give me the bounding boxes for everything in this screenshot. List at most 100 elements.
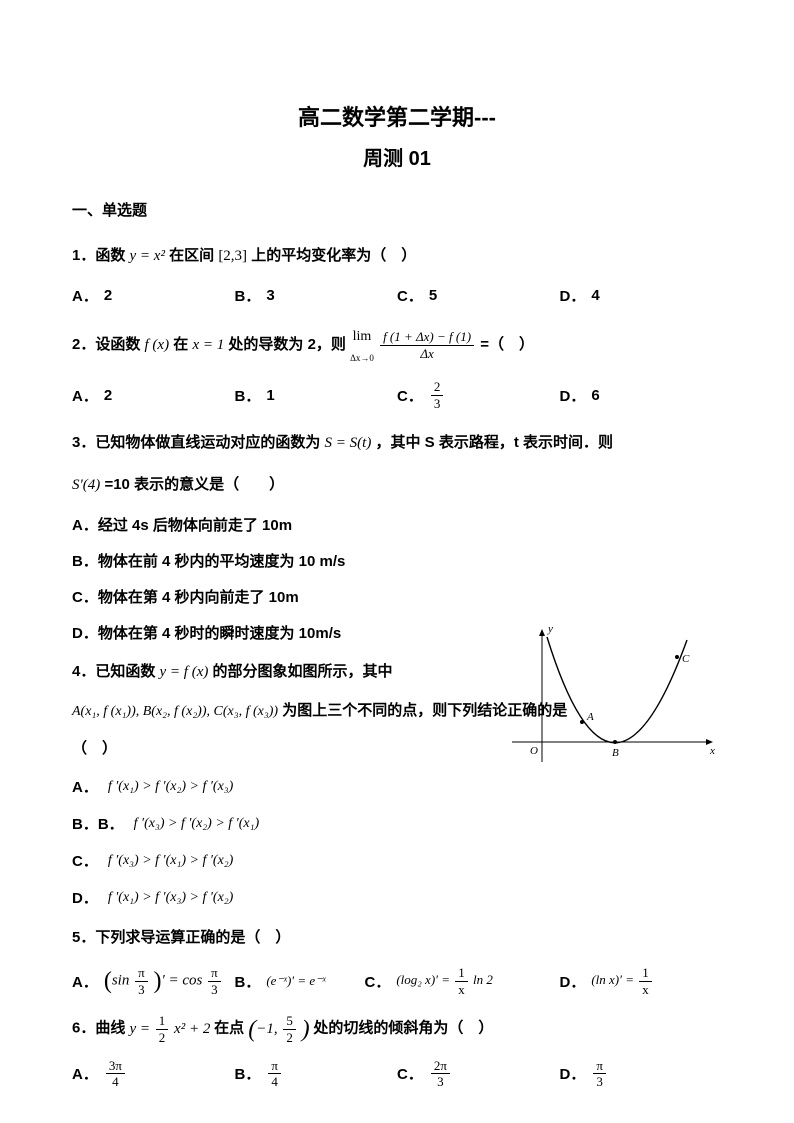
q4-graph: y x O A B C [502,622,722,772]
q4-a-expr: f ′(x₁) > f ′(x₂) > f ′(x₃) [108,779,233,795]
q5-c-expr: (log₂ x)′ = 1x ln 2 [396,966,493,996]
q1-opt-a: A．2 [72,285,235,306]
q1-opt-d: D．4 [560,285,723,306]
q5-a-sin: sin [112,973,130,989]
q6-y: y = [130,1021,151,1037]
q2-opt-d-val: 6 [591,387,599,404]
q2-opt-a: A．2 [72,380,235,410]
q6-ptx: −1, [256,1021,277,1037]
q5-a-lab: A． [72,971,98,992]
q6-xx: x² + 2 [174,1021,210,1037]
q4-opt-d: D． f ′(x₁) > f ′(x₃) > f ′(x₂) [72,887,722,908]
question-3: 3．已知物体做直线运动对应的函数为 S = S(t) ，其中 S 表示路程，t … [72,429,722,458]
q3-opt-c: C．物体在第 4 秒内向前走了 10m [72,586,722,610]
q4-l1-pre: 4．已知函数 [72,663,155,680]
q5-d-den: x [639,982,652,997]
q2-pre: 2．设函数 [72,336,140,353]
q1-opt-b: B．3 [235,285,398,306]
q1-math2: [2,3] [218,248,247,264]
q6-b-d: 4 [268,1074,281,1089]
q6-ptd: 2 [283,1030,296,1045]
q6-a-d: 4 [106,1074,125,1089]
q2-lim: lim Δx→0 [350,324,374,367]
q5-c-num: 1 [455,966,468,982]
q5-opt-a: A． (sin π3 )′ = cos π3 [72,966,235,996]
q3-opt-b: B．物体在前 4 秒内的平均速度为 10 m/s [72,550,722,574]
q5-c-lab: C． [365,971,391,992]
question-3-line2: S′(4) =10 表示的意义是（ ） [72,471,722,500]
q4-b-lab: B．B． [72,813,124,834]
q2-frac: f (1 + Δx) − f (1) Δx [380,330,474,360]
point-b [613,740,617,744]
q6-opt-b: B． π4 [235,1059,398,1089]
q1-opt-c: C．5 [397,285,560,306]
question-1: 1．函数 y = x² 在区间 [2,3] 上的平均变化率为（ ） [72,242,722,271]
label-b: B [612,747,619,759]
q2-opt-c: C． 2 3 [397,380,560,410]
page-title-1: 高二数学第二学期--- [72,100,722,132]
q6-eq: y = 12 x² + 2 [130,1021,215,1037]
q1-post: 上的平均变化率为（ ） [251,247,416,264]
q2-opt-b: B．1 [235,380,398,410]
q2-opt-d: D．6 [560,380,723,410]
q1-mid: 在区间 [169,247,214,264]
q6-pre: 6．曲线 [72,1020,125,1037]
q5-d-expr: (ln x)′ = 1x [591,966,653,996]
q3-l1-pre: 3．已知物体做直线运动对应的函数为 [72,434,320,451]
q4-opt-b: B．B． f ′(x₃) > f ′(x₂) > f ′(x₁) [72,813,722,834]
q6-pt: (−1, 52 ) [248,1021,313,1037]
q6-c-d: 3 [431,1074,450,1089]
q6-ptn: 5 [283,1014,296,1030]
q5-a-32: 3 [208,982,221,997]
q6-opt-a: A． 3π4 [72,1059,235,1089]
q5-c-left: (log₂ x)′ = [396,972,450,987]
q6-d-n: π [593,1059,606,1075]
q3-l2-math: S′(4) [72,477,100,493]
q3-l1-math: S = S(t) [325,435,372,451]
q5-opt-b: B． (e⁻ˣ)′ = e⁻ˣ [235,971,365,992]
parabola-graph-svg: y x O A B C [502,622,722,772]
q6-mid: 在点 [214,1020,244,1037]
q5-a-pi1: π [135,966,148,982]
q6-post: 处的切线的倾斜角为（ ） [313,1020,493,1037]
q4-opt-c: C． f ′(x₃) > f ′(x₁) > f ′(x₂) [72,850,722,871]
q3-l1-post: ，其中 S 表示路程，t 表示时间．则 [375,434,613,451]
q4-d-lab: D． [72,887,98,908]
q5-opt-c: C． (log₂ x)′ = 1x ln 2 [365,966,560,996]
q2-frac-num: f (1 + Δx) − f (1) [380,330,474,346]
q4-l2-math: A(x₁, f (x₁)), B(x₂, f (x₂)), C(x₃, f (x… [72,704,278,719]
q4-l1-math: y = f (x) [160,664,209,680]
q6-hn: 1 [156,1014,169,1030]
question-6: 6．曲线 y = 12 x² + 2 在点 (−1, 52 ) 处的切线的倾斜角… [72,1014,722,1044]
q1-opt-b-val: 3 [266,287,274,304]
q5-c-post: ln 2 [473,972,493,987]
q2-lim-top: lim [353,324,372,350]
q2-lim-bot: Δx→0 [350,350,374,367]
q1-opt-a-val: 2 [104,287,112,304]
q6-opt-c: C． 2π3 [397,1059,560,1089]
q2-math1: f (x) [145,337,170,353]
q3-l2-post: =10 表示的意义是（ ） [104,476,284,493]
q5-d-lab: D． [560,971,586,992]
q4-b-expr: f ′(x₃) > f ′(x₂) > f ′(x₁) [134,816,259,832]
q2-opt-c-den: 3 [431,396,444,411]
q3-opt-a: A．经过 4s 后物体向前走了 10m [72,514,722,538]
q6-b-n: π [268,1059,281,1075]
q1-opt-c-val: 5 [429,287,437,304]
point-c [675,655,679,659]
q5-d-num: 1 [639,966,652,982]
point-a [580,720,584,724]
q5-a-expr: (sin π3 )′ = cos π3 [104,966,223,996]
q6-d-d: 3 [593,1074,606,1089]
q4-choices: A． f ′(x₁) > f ′(x₂) > f ′(x₃) B．B． f ′(… [72,776,722,908]
q1-math1: y = x² [130,248,165,264]
question-5: 5．下列求导运算正确的是（ ） [72,924,722,952]
parabola-curve [547,637,687,743]
q4-l1-post: 的部分图象如图所示，其中 [213,663,393,680]
q2-frac-den: Δx [380,346,474,361]
q5-c-den: x [455,982,468,997]
section-heading: 一、单选题 [72,199,722,220]
q2-options: A．2 B．1 C． 2 3 D．6 [72,380,722,410]
q4-c-expr: f ′(x₃) > f ′(x₁) > f ′(x₂) [108,853,233,869]
label-x: x [709,745,715,757]
